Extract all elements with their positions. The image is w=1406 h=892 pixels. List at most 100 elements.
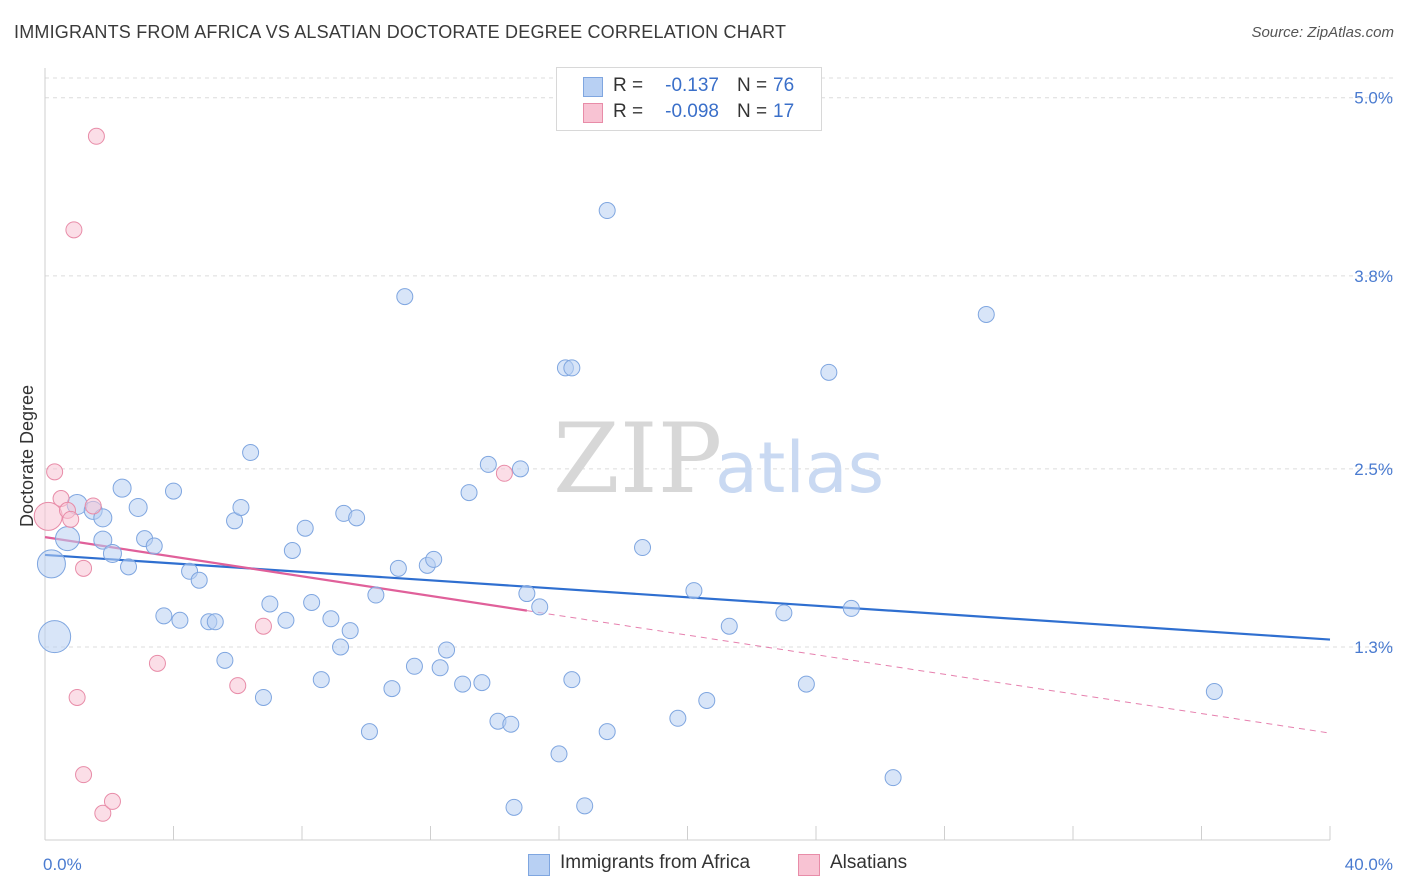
legend-swatch-pink — [583, 103, 603, 123]
y-tick-label: 2.5% — [1354, 460, 1393, 479]
point-alsatians — [33, 501, 63, 531]
point-africa — [232, 498, 250, 516]
point-africa — [405, 657, 423, 675]
point-alsatians — [75, 559, 93, 577]
x-tick-label: 40.0% — [1345, 855, 1393, 874]
point-africa — [242, 444, 260, 462]
point-africa — [145, 537, 163, 555]
trend-line-africa — [44, 553, 1331, 641]
legend-r-label: R = — [613, 101, 644, 122]
correlation-legend: R = -0.137 N = 76 R = -0.098 N = 17 — [556, 67, 822, 131]
point-africa — [685, 582, 703, 600]
series-label-alsatians: Alsatians — [830, 852, 908, 873]
point-africa — [165, 482, 182, 500]
point-africa — [479, 455, 497, 473]
point-africa — [425, 550, 443, 568]
point-africa — [206, 613, 224, 631]
axes — [44, 68, 1331, 841]
point-africa — [720, 617, 738, 635]
point-africa — [454, 675, 472, 693]
point-africa — [598, 723, 616, 741]
legend-n-label: N = — [737, 75, 768, 96]
point-africa — [563, 359, 581, 377]
point-africa — [216, 651, 234, 669]
y-axis-label: Doctorate Degree — [17, 385, 37, 527]
point-africa — [102, 543, 122, 563]
point-africa — [171, 611, 189, 629]
point-africa — [254, 688, 272, 706]
watermark-atlas: atlas — [715, 427, 884, 509]
point-africa — [518, 585, 536, 603]
point-africa — [296, 519, 314, 537]
point-africa — [312, 671, 330, 689]
x-tick-label: 0.0% — [43, 855, 82, 874]
point-africa — [396, 288, 414, 306]
point-africa — [563, 671, 581, 689]
point-alsatians — [65, 221, 83, 239]
data-points — [33, 127, 1223, 822]
legend-r-value: -0.137 — [665, 75, 719, 96]
point-africa — [38, 620, 72, 654]
x-tick-labels: 0.0% 40.0% — [43, 855, 1393, 874]
point-africa — [322, 610, 340, 628]
point-africa — [360, 723, 378, 741]
point-africa — [634, 539, 652, 557]
point-africa — [36, 549, 66, 579]
point-africa — [128, 497, 148, 517]
series-swatch-pink — [798, 854, 820, 876]
point-alsatians — [46, 463, 64, 481]
point-africa — [550, 745, 568, 763]
point-africa — [348, 509, 366, 527]
point-africa — [389, 559, 407, 577]
point-africa — [303, 593, 321, 611]
point-africa — [367, 586, 385, 604]
point-africa — [261, 595, 279, 613]
watermark-zip: ZIP — [553, 403, 722, 515]
point-africa — [531, 598, 549, 616]
point-africa — [431, 659, 449, 677]
point-alsatians — [148, 654, 166, 672]
legend-r-label: R = — [613, 75, 644, 96]
point-africa — [1205, 683, 1223, 701]
point-africa — [473, 674, 491, 692]
point-alsatians — [68, 688, 86, 706]
point-africa — [842, 599, 860, 617]
point-africa — [120, 558, 138, 576]
point-africa — [669, 709, 687, 727]
point-africa — [820, 363, 838, 381]
point-alsatians — [84, 497, 102, 515]
y-tick-label: 3.8% — [1354, 267, 1393, 286]
point-africa — [460, 484, 478, 502]
point-africa — [341, 622, 359, 640]
series-label-africa: Immigrants from Africa — [560, 852, 751, 873]
point-africa — [93, 530, 113, 550]
legend-swatch-blue — [583, 77, 603, 97]
point-africa — [598, 202, 616, 220]
y-tick-labels: 1.3% 2.5% 3.8% 5.0% — [1354, 89, 1393, 657]
legend-n-label: N = — [737, 101, 768, 122]
point-alsatians — [87, 127, 105, 145]
point-africa — [190, 571, 208, 589]
point-alsatians — [62, 510, 80, 528]
legend-n-value: 76 — [773, 75, 795, 96]
point-africa — [54, 526, 80, 552]
point-alsatians — [94, 804, 112, 822]
trend-lines — [44, 536, 1331, 734]
point-africa — [112, 478, 132, 498]
trend-line-alsatians — [44, 536, 528, 612]
point-alsatians — [103, 792, 121, 810]
point-alsatians — [229, 677, 247, 695]
point-africa — [511, 460, 529, 478]
point-africa — [93, 508, 113, 528]
point-africa — [155, 607, 173, 625]
trend-line-alsatians-extension — [526, 610, 1331, 734]
y-tick-label: 1.3% — [1354, 638, 1393, 657]
legend-n-value: 17 — [773, 101, 795, 122]
point-africa — [884, 769, 902, 787]
grid-lines — [45, 77, 1395, 648]
point-africa — [977, 305, 995, 323]
y-tick-label: 5.0% — [1354, 89, 1393, 108]
point-africa — [505, 798, 523, 816]
legend-r-value: -0.098 — [665, 101, 719, 122]
